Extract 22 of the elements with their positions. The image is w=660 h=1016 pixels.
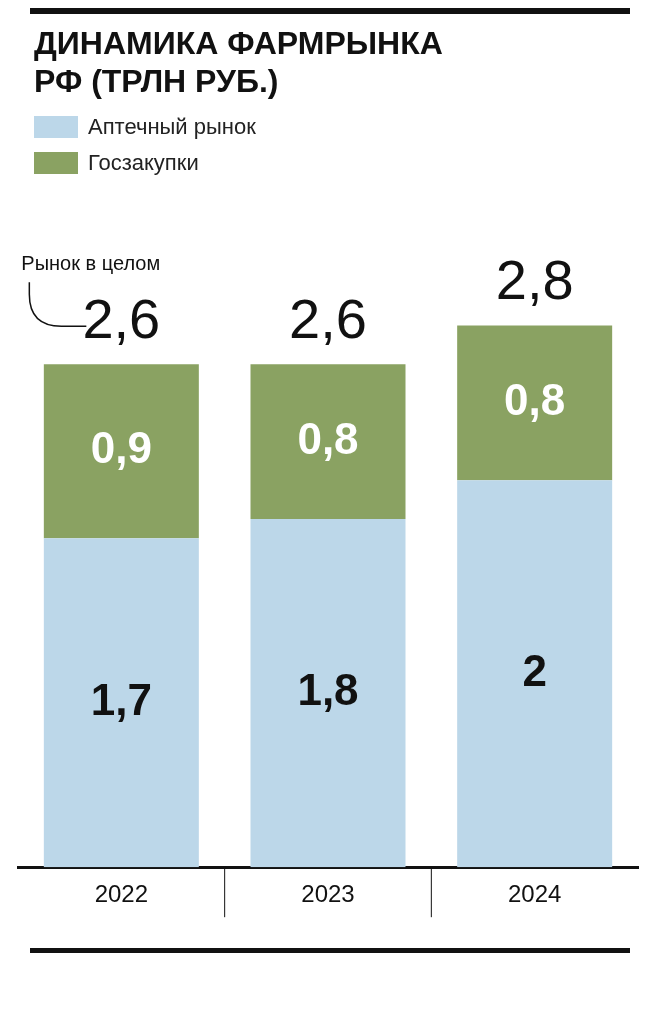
data-label: 1,8 — [297, 665, 359, 715]
data-label: 1,7 — [90, 674, 152, 724]
data-label: 2 — [522, 645, 547, 695]
bar — [457, 325, 613, 481]
bar — [43, 364, 199, 539]
bar — [250, 518, 406, 868]
x-tick-label: 2024 — [507, 880, 562, 908]
data-label: 0,8 — [297, 413, 359, 463]
bar — [43, 538, 199, 868]
total-label: 2,6 — [289, 286, 367, 350]
total-label: 2,6 — [82, 286, 161, 350]
data-label: 0,8 — [504, 374, 566, 424]
chart-title: ДИНАМИКА ФАРМРЫНКА РФ (ТРЛН РУБ.) — [33, 24, 444, 100]
total-label: 2,8 — [495, 247, 574, 311]
legend-label: Госзакупки — [88, 150, 199, 176]
x-tick-label: 2022 — [94, 880, 149, 908]
text: Рынок в целом — [21, 251, 161, 274]
legend-label: Аптечный рынок — [88, 114, 256, 140]
data-label: 0,9 — [90, 423, 152, 473]
bar — [250, 364, 406, 519]
x-tick-label: 2023 — [301, 880, 355, 908]
bar — [457, 480, 613, 868]
